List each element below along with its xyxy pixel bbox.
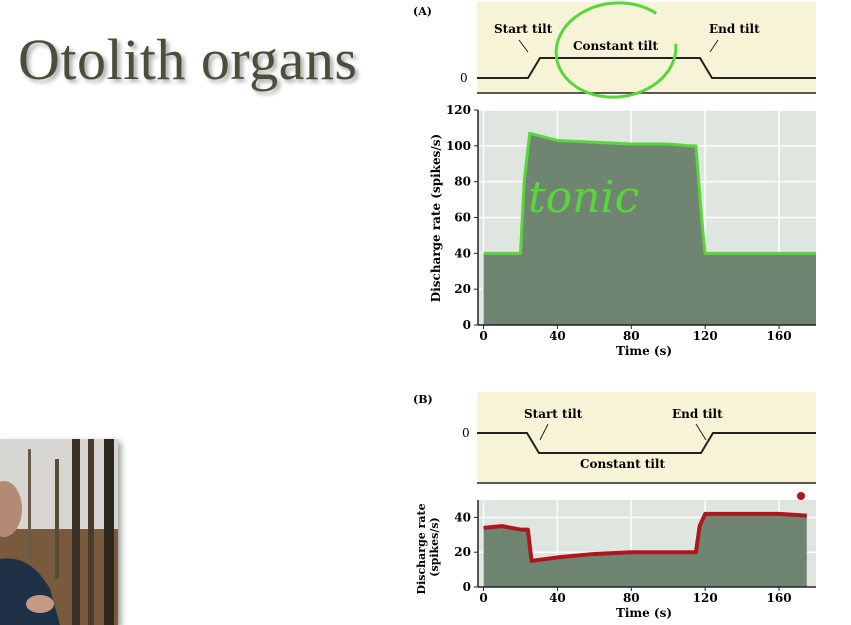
panel-b-label: (B) — [413, 393, 433, 406]
panel-b-xtick-label: 40 — [549, 591, 566, 605]
panel-b-end-tilt: End tilt — [672, 407, 723, 421]
panel-b-constant-tilt: Constant tilt — [580, 457, 665, 471]
panel-b-stimulus-trace — [477, 432, 816, 454]
panel-a-ytick-label: 100 — [446, 139, 471, 153]
panel-a-ytick-label: 120 — [446, 103, 471, 117]
panel-a-xtick-label: 120 — [693, 329, 718, 343]
panel-a-end-tilt: End tilt — [709, 22, 760, 36]
panel-b-stim-zero: 0 — [462, 426, 470, 440]
tonic-annotation: tonic — [528, 172, 639, 223]
panel-b-ytick-label: 0 — [463, 580, 471, 594]
panel-b-ylabel-line2: (spikes/s) — [428, 517, 441, 577]
panel-a-ytick-label: 60 — [454, 211, 471, 225]
panel-a-xtick-label: 80 — [623, 329, 640, 343]
panel-a-xtick-label: 160 — [767, 329, 792, 343]
panel-b-data-area — [483, 513, 807, 587]
panel-b-xtick-label: 120 — [693, 591, 718, 605]
panel-b-xlabel: Time (s) — [616, 606, 672, 620]
panel-a-data-area — [483, 133, 816, 325]
panel-a-ylabel: Discharge rate (spikes/s) — [429, 134, 443, 302]
presenter-webcam — [0, 439, 118, 625]
panel-a-ytick-label: 0 — [463, 318, 471, 332]
panel-b-ytick-label: 40 — [454, 510, 471, 524]
panel-b-xtick-label: 0 — [479, 591, 487, 605]
panel-a-ink-trace — [483, 131, 816, 255]
panel-b-xtick-label: 160 — [767, 591, 792, 605]
panel-a-chart: 0 20 40 60 80 100 120 0 40 80 120 160 — [446, 103, 816, 343]
panel-b-ink-trace — [483, 511, 807, 563]
panel-a-xlabel: Time (s) — [616, 344, 672, 358]
panel-a-ytick-label: 40 — [454, 246, 471, 260]
panel-b-ylabel-line1: Discharge rate — [415, 503, 428, 594]
panel-a-ytick-label: 20 — [454, 282, 471, 296]
panel-a-xtick-label: 0 — [479, 329, 487, 343]
panel-b-stimulus-box — [477, 392, 816, 483]
panel-b-xtick-label: 80 — [623, 591, 640, 605]
panel-a-ytick-label: 80 — [454, 175, 471, 189]
panel-b-ytick-label: 20 — [454, 545, 471, 559]
panel-a-xtick-label: 40 — [549, 329, 566, 343]
panel-a-start-tilt: Start tilt — [494, 22, 553, 36]
panel-a-stim-zero: 0 — [460, 71, 468, 85]
red-ink-dot — [797, 492, 805, 500]
panel-b-start-tilt: Start tilt — [524, 407, 583, 421]
panel-a-label: (A) — [413, 5, 432, 18]
panel-b-chart: 0 20 40 0 40 80 120 160 — [454, 500, 816, 605]
panel-b-ylabel: Discharge rate (spikes/s) — [415, 500, 441, 595]
panel-a-constant-tilt: Constant tilt — [573, 39, 658, 53]
panel-a-stimulus-trace — [477, 57, 816, 79]
slide-title: Otolith organs — [18, 27, 358, 92]
green-ink-circle — [554, 1, 678, 99]
webcam-image — [0, 439, 118, 625]
